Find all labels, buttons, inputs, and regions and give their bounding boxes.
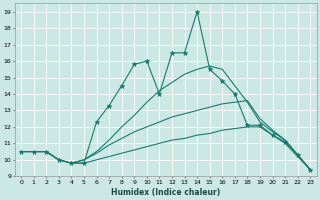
X-axis label: Humidex (Indice chaleur): Humidex (Indice chaleur) [111, 188, 220, 197]
